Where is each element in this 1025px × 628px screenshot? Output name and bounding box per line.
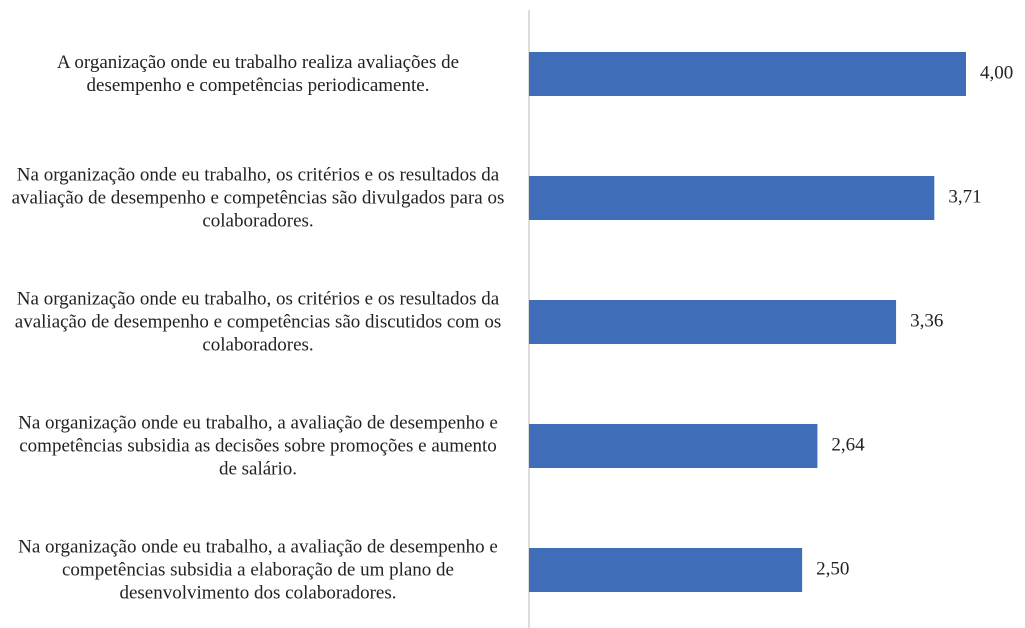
bar: [529, 52, 966, 96]
bar: [529, 548, 803, 592]
value-label: 4,00: [980, 62, 1013, 83]
value-label: 2,64: [831, 434, 865, 455]
bar: [529, 176, 935, 220]
value-label: 3,71: [948, 186, 981, 207]
value-label: 2,50: [816, 558, 849, 579]
category-label: Na organização onde eu trabalho, a avali…: [18, 412, 498, 480]
category-label: Na organização onde eu trabalho, a avali…: [18, 536, 498, 604]
value-label: 3,36: [910, 310, 943, 331]
category-label: A organização onde eu trabalho realiza a…: [56, 52, 460, 96]
bar: [529, 424, 818, 468]
category-label: Na organização onde eu trabalho, os crit…: [14, 288, 502, 356]
category-label: Na organização onde eu trabalho, os crit…: [11, 164, 505, 232]
bar: [529, 300, 897, 344]
